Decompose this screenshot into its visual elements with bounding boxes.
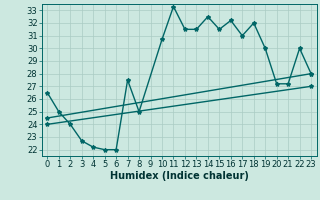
X-axis label: Humidex (Indice chaleur): Humidex (Indice chaleur) bbox=[110, 171, 249, 181]
